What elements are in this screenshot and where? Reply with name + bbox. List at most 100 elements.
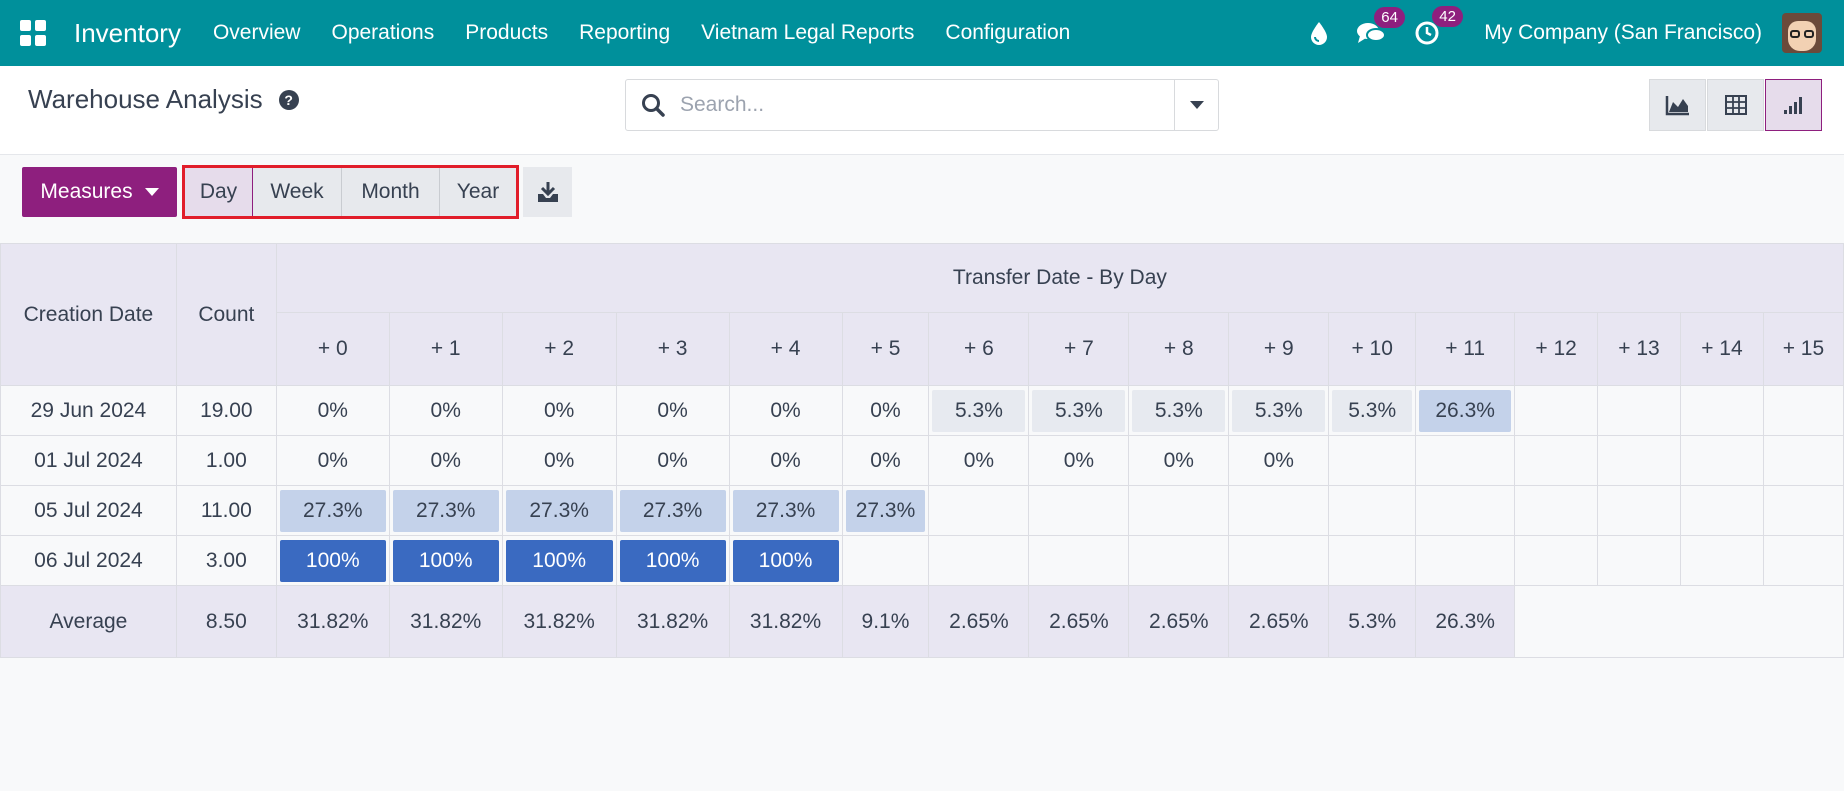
cohort-cell-value: 0% — [317, 448, 348, 472]
cohort-cell[interactable]: 26.3% — [1415, 385, 1516, 436]
average-cell: 31.82% — [728, 585, 843, 658]
table-row[interactable]: 01 Jul 2024 1.00 0% 0% 0% 0% 0% 0% 0% 0% 0% 0% — [0, 435, 1844, 486]
table-icon — [1724, 95, 1747, 115]
apps-menu-icon[interactable] — [20, 20, 46, 46]
user-avatar[interactable] — [1782, 13, 1822, 53]
cohort-cell — [1514, 385, 1599, 436]
menu-item-reporting[interactable]: Reporting — [579, 21, 671, 44]
activities-badge: 42 — [1432, 6, 1463, 27]
cohort-cell[interactable]: 0% — [1128, 435, 1230, 486]
cohort-cell[interactable]: 0% — [501, 385, 617, 436]
interval-column-header: + 5 — [841, 312, 930, 386]
cohort-cell — [1514, 435, 1599, 486]
cohort-cell[interactable]: 0% — [501, 435, 617, 486]
cohort-cell-value: 26.3% — [1419, 389, 1512, 432]
interval-month-button[interactable]: Month — [342, 168, 440, 216]
cohort-cell[interactable]: 0% — [928, 435, 1030, 486]
cohort-cell-value: 5.3% — [1232, 389, 1326, 432]
cohort-cell[interactable]: 0% — [615, 385, 730, 436]
cohort-cell[interactable]: 27.3% — [501, 485, 617, 536]
cohort-cell-value: 100% — [505, 539, 613, 582]
cohort-cell[interactable]: 5.3% — [1128, 385, 1230, 436]
caret-down-icon — [1189, 101, 1204, 109]
cohort-cell[interactable]: 0% — [275, 385, 390, 436]
download-icon — [537, 182, 558, 202]
cohort-cell — [1328, 485, 1417, 536]
cohort-cell — [1597, 535, 1681, 586]
messages-icon[interactable]: 64 — [1356, 7, 1405, 45]
cohort-cell[interactable]: 27.3% — [615, 485, 730, 536]
cohort-cell-value: 5.3% — [1032, 389, 1126, 432]
cohort-cell[interactable]: 5.3% — [1328, 385, 1417, 436]
cohort-cell[interactable]: 27.3% — [388, 485, 503, 536]
cohort-cell[interactable]: 27.3% — [841, 485, 930, 536]
table-row[interactable]: 06 Jul 2024 3.00 100% 100% 100% 100% 100% — [0, 535, 1844, 586]
cohort-cell-value: 0% — [870, 398, 901, 422]
interval-week-button[interactable]: Week — [253, 168, 342, 216]
droplet-icon[interactable] — [1310, 21, 1328, 45]
cohort-cell[interactable]: 27.3% — [275, 485, 390, 536]
row-count: 19.00 — [175, 385, 277, 436]
table-row[interactable]: 29 Jun 2024 19.00 0% 0% 0% 0% 0% 0% 5.3% 5.3% 5.3%… — [0, 385, 1844, 436]
cohort-cell[interactable]: 100% — [275, 535, 390, 586]
menu-item-operations[interactable]: Operations — [331, 21, 435, 44]
cohort-cell-value: 0% — [657, 398, 688, 422]
cohort-cell[interactable]: 100% — [501, 535, 617, 586]
cohort-cell[interactable]: 100% — [615, 535, 730, 586]
measures-dropdown-button[interactable]: Measures — [22, 167, 177, 217]
caret-down-icon — [144, 188, 159, 196]
cohort-cell[interactable]: 0% — [728, 435, 843, 486]
menu-item-vietnam-legal-reports[interactable]: Vietnam Legal Reports — [701, 21, 915, 44]
average-cell: 31.82% — [388, 585, 503, 658]
menu-item-configuration[interactable]: Configuration — [945, 21, 1071, 44]
cohort-view-button[interactable] — [1765, 79, 1822, 131]
cohort-cell[interactable]: 0% — [1028, 435, 1130, 486]
cohort-cell[interactable]: 5.3% — [928, 385, 1030, 436]
area-chart-icon — [1665, 96, 1689, 116]
cohort-cell[interactable]: 0% — [728, 385, 843, 436]
cohort-cell[interactable]: 0% — [388, 435, 503, 486]
menu-item-overview[interactable]: Overview — [212, 21, 301, 44]
cohort-cell[interactable]: 0% — [1228, 435, 1330, 486]
cohort-cell[interactable]: 0% — [275, 435, 390, 486]
cohort-cell[interactable]: 5.3% — [1028, 385, 1130, 436]
cohort-cell-value: 0% — [430, 398, 461, 422]
search-options-toggle[interactable] — [1174, 80, 1218, 130]
cohort-cell[interactable]: 0% — [841, 385, 930, 436]
company-switcher[interactable]: My Company (San Francisco) — [1484, 21, 1762, 44]
cohort-cell[interactable]: 5.3% — [1228, 385, 1330, 436]
download-button[interactable] — [523, 167, 572, 217]
cohort-cell[interactable]: 0% — [841, 435, 930, 486]
cohort-cell[interactable]: 0% — [615, 435, 730, 486]
average-cell: 31.82% — [501, 585, 617, 658]
cohort-cell-value: 27.3% — [619, 489, 726, 532]
cohort-cell — [1328, 535, 1417, 586]
interval-column-header: + 13 — [1597, 312, 1681, 386]
row-count: 1.00 — [175, 435, 277, 486]
cohort-cell — [841, 535, 930, 586]
cohort-cell[interactable]: 0% — [388, 385, 503, 436]
creation-date-header: Creation Date — [0, 243, 177, 386]
app-name[interactable]: Inventory — [74, 17, 181, 48]
cohort-cell[interactable]: 100% — [728, 535, 843, 586]
cohort-cell — [1679, 535, 1764, 586]
interval-year-button[interactable]: Year — [440, 168, 516, 216]
cohort-cell[interactable]: 100% — [388, 535, 503, 586]
cohort-cell — [1415, 485, 1516, 536]
cohort-cell-value: 0% — [870, 448, 901, 472]
activities-clock-icon[interactable]: 42 — [1414, 6, 1463, 46]
signal-bars-icon — [1783, 97, 1802, 114]
pivot-view-button[interactable] — [1707, 79, 1764, 131]
menu-item-products[interactable]: Products — [465, 21, 549, 44]
graph-view-button[interactable] — [1649, 79, 1706, 131]
interval-day-button[interactable]: Day — [185, 168, 253, 216]
cohort-cell-value: 0% — [770, 448, 801, 472]
table-row[interactable]: 05 Jul 2024 11.00 27.3% 27.3% 27.3% 27.3% 27.3… — [0, 485, 1844, 536]
search-input[interactable] — [680, 93, 1140, 117]
average-cell: 31.82% — [615, 585, 730, 658]
cohort-cell[interactable]: 27.3% — [728, 485, 843, 536]
interval-column-header: + 14 — [1679, 312, 1764, 386]
help-icon[interactable]: ? — [278, 89, 299, 110]
cohort-cell — [1762, 385, 1844, 436]
cohort-cell — [1228, 485, 1330, 536]
